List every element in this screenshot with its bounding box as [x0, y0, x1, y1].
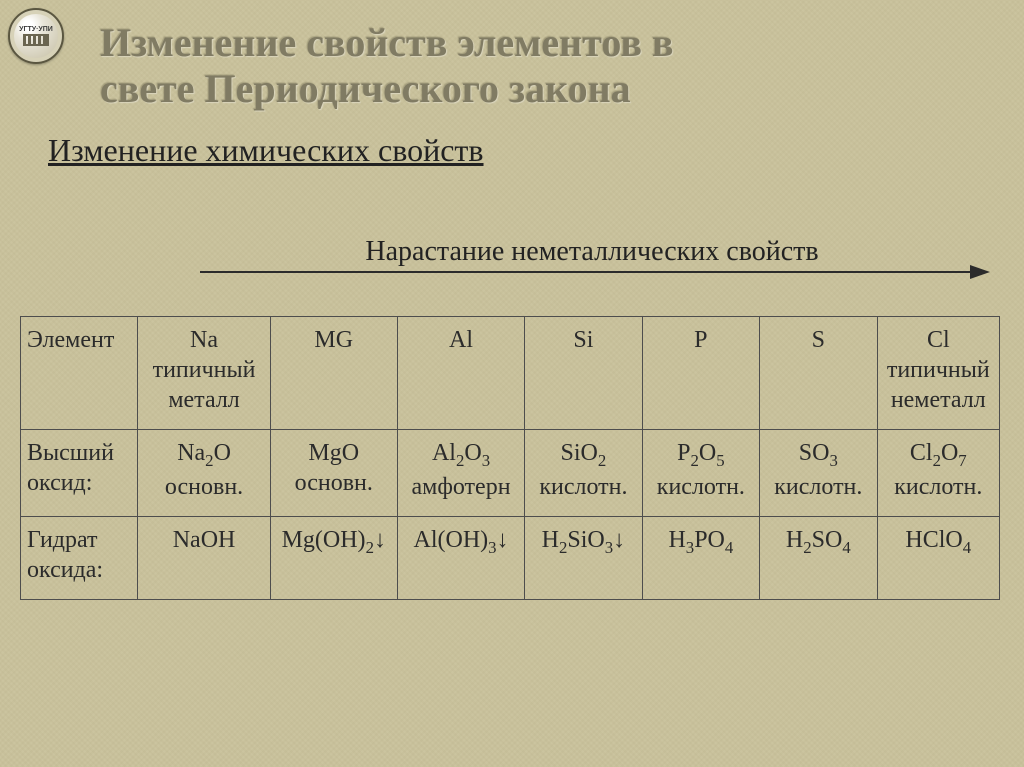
table-cell: Al2O3амфотерн: [397, 430, 524, 517]
table-cell: Na2Oосновн.: [138, 430, 270, 517]
table-cell: MG: [270, 317, 397, 430]
table-cell: H2SO4: [760, 516, 877, 599]
table-cell: Si: [525, 317, 642, 430]
section-subtitle: Изменение химических свойств: [48, 132, 484, 169]
table-cell: Cl2O7кислотн.: [877, 430, 999, 517]
table-row: Гидрат оксида:NaOHMg(OH)2↓Al(OH)3↓H2SiO3…: [21, 516, 1000, 599]
table-cell: Naтипичныйметалл: [138, 317, 270, 430]
logo-inner: УГТУ·УПИ: [19, 26, 53, 46]
table-cell: NaOH: [138, 516, 270, 599]
row-header: Элемент: [21, 317, 138, 430]
title-block: Изменение свойств элементов в свете Пери…: [100, 20, 994, 112]
table-cell: HClO4: [877, 516, 999, 599]
page-title: Изменение свойств элементов в свете Пери…: [100, 20, 994, 112]
table-cell: P2O5кислотн.: [642, 430, 759, 517]
logo-text: УГТУ·УПИ: [19, 26, 53, 33]
table-row: ЭлементNaтипичныйметаллMGAlSiPSClтипичны…: [21, 317, 1000, 430]
arrow-right-icon: [200, 272, 984, 274]
properties-table: ЭлементNaтипичныйметаллMGAlSiPSClтипичны…: [20, 316, 1000, 600]
row-header: Гидрат оксида:: [21, 516, 138, 599]
table-cell: H3PO4: [642, 516, 759, 599]
logo: УГТУ·УПИ: [8, 8, 64, 64]
table-cell: MgOосновн.: [270, 430, 397, 517]
table-cell: Mg(OH)2↓: [270, 516, 397, 599]
table-cell: Clтипичныйнеметалл: [877, 317, 999, 430]
table-body: ЭлементNaтипичныйметаллMGAlSiPSClтипичны…: [21, 317, 1000, 600]
table-cell: S: [760, 317, 877, 430]
arrow-block: Нарастание неметаллических свойств: [200, 236, 984, 274]
table-row: Высший оксид:Na2Oосновн.MgOосновн.Al2O3а…: [21, 430, 1000, 517]
table-cell: Al: [397, 317, 524, 430]
title-line-1: Изменение свойств элементов в: [100, 20, 674, 65]
table-cell: Al(OH)3↓: [397, 516, 524, 599]
row-header: Высший оксид:: [21, 430, 138, 517]
table-cell: SiO2кислотн.: [525, 430, 642, 517]
table-cell: P: [642, 317, 759, 430]
logo-building-icon: [23, 34, 49, 46]
title-line-2: свете Периодического закона: [100, 66, 631, 111]
table-cell: H2SiO3↓: [525, 516, 642, 599]
table-cell: SO3кислотн.: [760, 430, 877, 517]
